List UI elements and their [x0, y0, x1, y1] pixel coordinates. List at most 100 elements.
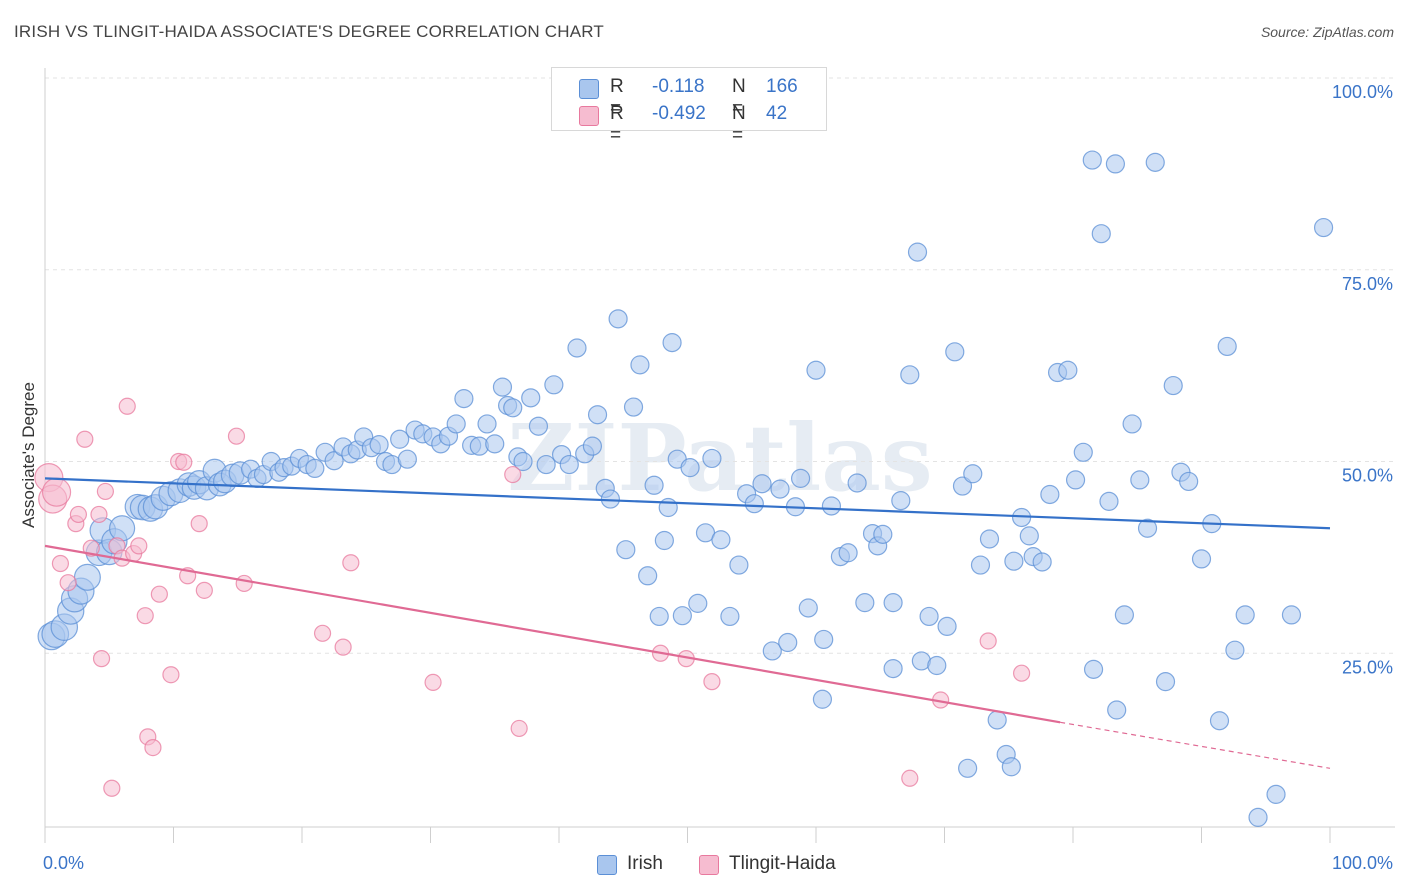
irish-point — [528, 416, 549, 436]
irish-point — [305, 458, 325, 479]
source-label: Source: ZipAtlas.com — [1260, 24, 1394, 40]
tlingit-swatch — [579, 106, 599, 126]
irish-point — [1163, 375, 1183, 396]
irish-point — [744, 494, 764, 514]
irish-point — [979, 529, 1000, 549]
tlingit-haida-point — [92, 650, 111, 668]
tlingit-haida-point — [59, 574, 77, 592]
irish-point — [1083, 659, 1104, 679]
tlingit-haida-point — [118, 397, 136, 415]
tlingit-haida-point — [96, 482, 114, 501]
irish-point — [1099, 491, 1119, 511]
irish-point — [1122, 414, 1142, 434]
irish-point — [688, 593, 708, 613]
y-tick-label: 100.0% — [1332, 82, 1393, 102]
irish-point — [729, 555, 749, 575]
irish-point — [1155, 672, 1176, 692]
irish-point — [945, 342, 965, 362]
irish-point — [1217, 336, 1237, 357]
irish-point — [711, 530, 731, 550]
irish-point — [1137, 518, 1158, 538]
irish-point — [821, 496, 842, 516]
irish-point — [1191, 549, 1212, 569]
irish-point — [644, 475, 664, 495]
irish-point — [1058, 360, 1078, 380]
tlingit-haida-point — [703, 673, 721, 691]
irish-point — [1032, 552, 1052, 572]
irish-swatch — [597, 855, 617, 875]
tlingit-haida-point — [162, 666, 180, 684]
tlingit-haida-point — [424, 673, 442, 691]
irish-point — [1114, 605, 1135, 625]
n-label: N = — [732, 103, 746, 146]
irish-point — [649, 606, 669, 627]
y-tick-label: 50.0% — [1342, 466, 1393, 486]
irish-point — [883, 658, 903, 679]
tlingit-haida-point — [90, 505, 108, 524]
r-label: R = — [610, 103, 624, 146]
irish-point — [587, 405, 608, 425]
irish-point — [958, 758, 978, 778]
irish-point — [883, 593, 903, 613]
irish-point — [812, 689, 833, 709]
irish-point — [919, 606, 939, 627]
irish-point — [616, 540, 636, 560]
irish-point — [752, 474, 772, 494]
irish-point — [937, 616, 957, 637]
legend-label-tlingit-haida: Tlingit-Haida — [729, 853, 836, 874]
irish-point — [485, 434, 505, 454]
irish-point — [630, 355, 650, 375]
tlingit-haida-trendline — [44, 544, 1061, 724]
tlingit-haida-point — [334, 638, 352, 656]
irish-point — [503, 398, 523, 418]
irish-point — [900, 365, 920, 385]
irish-point — [477, 414, 497, 434]
irish-point — [492, 377, 513, 397]
irish-point — [369, 435, 389, 455]
y-tick-label: 25.0% — [1342, 657, 1393, 677]
irish-point — [1082, 150, 1102, 170]
irish-point — [1179, 471, 1199, 492]
irish-point — [762, 641, 782, 661]
irish-point — [582, 436, 603, 456]
irish-point — [720, 606, 740, 627]
irish-point — [927, 655, 947, 676]
irish-point — [1130, 470, 1150, 490]
irish-point — [1040, 484, 1060, 505]
irish-point — [390, 429, 410, 449]
tlingit-haida-point — [227, 427, 246, 445]
irish-point — [1107, 700, 1127, 720]
irish-point — [770, 479, 790, 499]
irish-point — [891, 491, 911, 511]
tlingit-haida-point — [136, 607, 154, 625]
tlingit-haida-point — [504, 465, 522, 484]
y-tick-label: 75.0% — [1342, 274, 1393, 294]
irish-point — [798, 598, 818, 618]
tlingit-haida-point — [175, 453, 193, 471]
irish-point — [623, 397, 644, 417]
irish-trendline — [44, 477, 1331, 530]
irish-point — [1065, 470, 1086, 490]
irish-point — [672, 606, 692, 626]
chart-title: IRISH VS TLINGIT-HAIDA ASSOCIATE'S DEGRE… — [14, 22, 605, 41]
x-tick-label: 100.0% — [1332, 853, 1393, 873]
irish-point — [778, 632, 798, 653]
irish-point — [559, 454, 579, 475]
tlingit-haida-point — [69, 505, 88, 524]
irish-point — [790, 468, 811, 488]
irish-point — [1225, 640, 1245, 660]
irish-point — [680, 458, 700, 478]
irish-point — [873, 524, 893, 544]
irish-point — [838, 543, 858, 563]
y-axis-title: Associate's Degree — [19, 382, 38, 528]
irish-point — [1209, 711, 1230, 731]
irish-point — [654, 530, 674, 551]
legend-label-irish: Irish — [627, 853, 663, 874]
irish-point — [608, 309, 628, 329]
irish-point — [567, 338, 587, 358]
irish-point — [1004, 551, 1024, 571]
irish-point — [1105, 154, 1126, 174]
irish-point — [970, 555, 991, 575]
series-legend: Irish Tlingit-Haida — [0, 852, 1406, 878]
